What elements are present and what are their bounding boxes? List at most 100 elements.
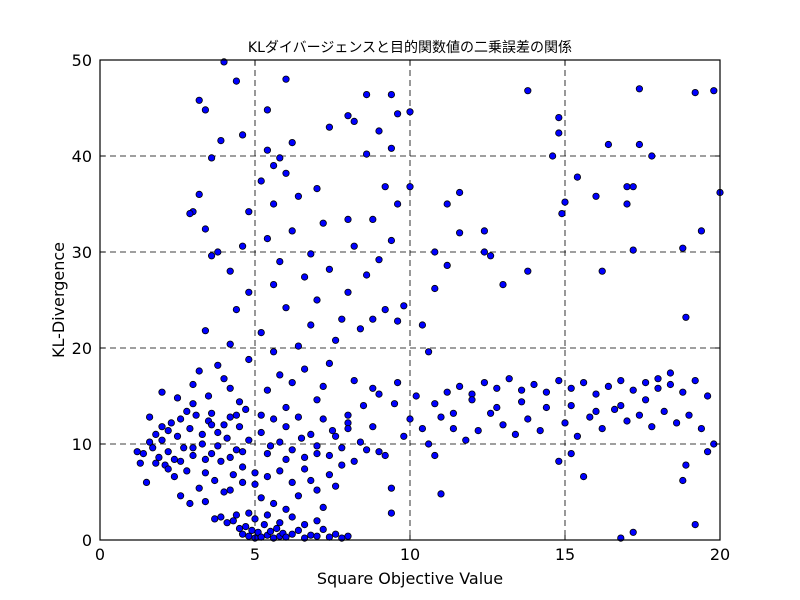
data-point xyxy=(319,219,327,227)
data-point xyxy=(313,396,321,404)
data-point xyxy=(561,198,569,206)
data-point xyxy=(282,304,290,312)
data-point xyxy=(177,492,185,500)
data-point xyxy=(455,229,464,237)
data-point xyxy=(226,413,234,421)
data-point xyxy=(307,531,315,539)
data-point xyxy=(269,499,278,508)
data-point xyxy=(239,131,247,139)
data-point xyxy=(325,123,333,131)
data-point xyxy=(629,386,637,394)
data-point xyxy=(164,426,172,435)
data-point xyxy=(257,494,265,502)
data-point xyxy=(517,386,526,394)
data-point xyxy=(276,257,284,266)
data-point xyxy=(350,242,358,250)
data-point xyxy=(307,430,315,438)
data-point xyxy=(248,526,256,535)
data-point xyxy=(474,426,482,435)
data-point xyxy=(232,446,240,454)
data-point xyxy=(266,527,275,536)
data-point xyxy=(542,403,551,412)
data-point xyxy=(313,442,321,450)
data-point xyxy=(558,210,566,218)
x-tick-label: 5 xyxy=(250,545,260,564)
data-point xyxy=(189,451,197,460)
data-point xyxy=(282,423,290,431)
data-point xyxy=(313,532,321,540)
data-point xyxy=(499,280,507,289)
data-point xyxy=(623,183,631,191)
data-point xyxy=(424,440,433,448)
data-point xyxy=(679,244,687,252)
data-point xyxy=(155,453,163,461)
data-point xyxy=(362,91,371,99)
data-point xyxy=(269,280,278,289)
data-point xyxy=(136,459,144,467)
data-point xyxy=(167,419,175,427)
data-point xyxy=(146,438,154,446)
data-point xyxy=(294,192,302,200)
data-point xyxy=(679,476,687,485)
data-point xyxy=(195,367,203,375)
y-tick-label: 40 xyxy=(72,147,92,166)
y-tick-label: 20 xyxy=(72,339,92,358)
data-point xyxy=(189,444,197,452)
data-point xyxy=(449,424,457,433)
data-point xyxy=(660,407,668,415)
data-point xyxy=(183,467,191,475)
data-point xyxy=(257,428,265,437)
data-point xyxy=(220,421,228,429)
data-point xyxy=(186,499,194,508)
data-point xyxy=(682,461,690,469)
data-point xyxy=(149,444,157,452)
data-point xyxy=(208,421,216,429)
data-point xyxy=(313,296,321,304)
data-point xyxy=(204,392,213,400)
data-point xyxy=(183,407,191,415)
data-point xyxy=(672,419,681,427)
data-point xyxy=(573,173,582,181)
data-point xyxy=(282,505,290,513)
data-point xyxy=(449,409,457,417)
data-point xyxy=(431,400,439,408)
data-point xyxy=(697,424,706,433)
data-point xyxy=(300,365,309,373)
data-point xyxy=(282,533,290,541)
data-point xyxy=(375,256,383,264)
data-point xyxy=(406,183,414,191)
data-point xyxy=(703,392,712,400)
data-point xyxy=(319,382,327,390)
data-point xyxy=(269,162,278,170)
data-point xyxy=(208,252,216,260)
data-point xyxy=(344,288,352,296)
data-point xyxy=(586,413,594,421)
data-point xyxy=(437,413,445,421)
data-point xyxy=(443,261,451,269)
data-point xyxy=(226,267,234,275)
data-point xyxy=(229,517,237,525)
data-point xyxy=(598,424,606,433)
data-point xyxy=(186,424,194,433)
data-point xyxy=(592,390,600,398)
data-point xyxy=(455,382,464,390)
data-point xyxy=(393,200,402,208)
data-point xyxy=(517,398,526,406)
data-point xyxy=(288,378,296,387)
data-point xyxy=(462,436,470,444)
data-point xyxy=(592,407,600,415)
data-point xyxy=(217,513,225,521)
data-point xyxy=(493,403,501,412)
data-point xyxy=(232,305,240,314)
data-point xyxy=(338,315,346,323)
x-axis-label: Square Objective Value xyxy=(317,569,503,588)
data-point xyxy=(245,208,253,216)
data-point xyxy=(201,497,209,506)
data-point xyxy=(245,509,253,517)
data-point xyxy=(229,471,237,479)
y-axis-label: KL-Divergence xyxy=(49,242,68,358)
data-point xyxy=(505,375,513,383)
data-point xyxy=(524,267,532,275)
data-point xyxy=(276,154,284,162)
